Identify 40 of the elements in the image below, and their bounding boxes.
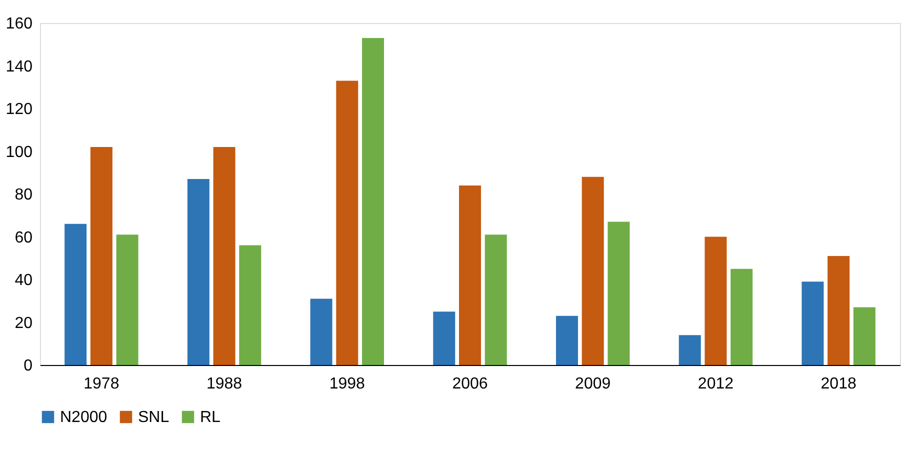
x-tick-label: 2012	[698, 376, 734, 392]
y-tick-label: 100	[6, 144, 33, 161]
legend-label: SNL	[138, 409, 170, 426]
y-tick-label: 120	[6, 101, 33, 118]
bar	[853, 307, 876, 365]
legend-label: N2000	[60, 409, 108, 426]
bar	[484, 234, 507, 365]
bar	[239, 245, 262, 365]
bar	[704, 236, 727, 365]
bar	[582, 176, 604, 365]
x-tick-label: 1998	[329, 376, 366, 392]
bar	[116, 234, 138, 365]
y-tick-label: 80	[14, 186, 33, 204]
bar	[362, 38, 384, 365]
bar	[608, 222, 630, 365]
bar	[802, 282, 824, 365]
x-tick-label: 2018	[820, 376, 856, 392]
bar	[730, 268, 753, 365]
y-tick-label: 140	[6, 58, 33, 76]
bar	[213, 146, 236, 365]
y-tick-label: 60	[14, 229, 33, 246]
y-tick-label: 40	[14, 272, 33, 289]
bar	[433, 312, 456, 365]
bar	[459, 185, 481, 365]
bar	[336, 80, 358, 365]
x-tick-label: 2009	[575, 376, 611, 392]
y-tick-label: 20	[14, 314, 33, 332]
x-tick-label: 2006	[452, 376, 488, 392]
bar	[64, 224, 87, 365]
bar	[678, 335, 701, 365]
bar	[828, 256, 850, 365]
legend-label: RL	[200, 409, 221, 426]
x-tick-label: 1988	[206, 376, 242, 392]
x-tick-label: 1978	[84, 376, 120, 392]
bar	[310, 298, 332, 365]
y-tick-label: 0	[24, 358, 33, 374]
y-tick-label: 160	[6, 16, 33, 32]
bar	[556, 316, 578, 365]
bar	[90, 146, 112, 365]
bar	[187, 179, 210, 365]
